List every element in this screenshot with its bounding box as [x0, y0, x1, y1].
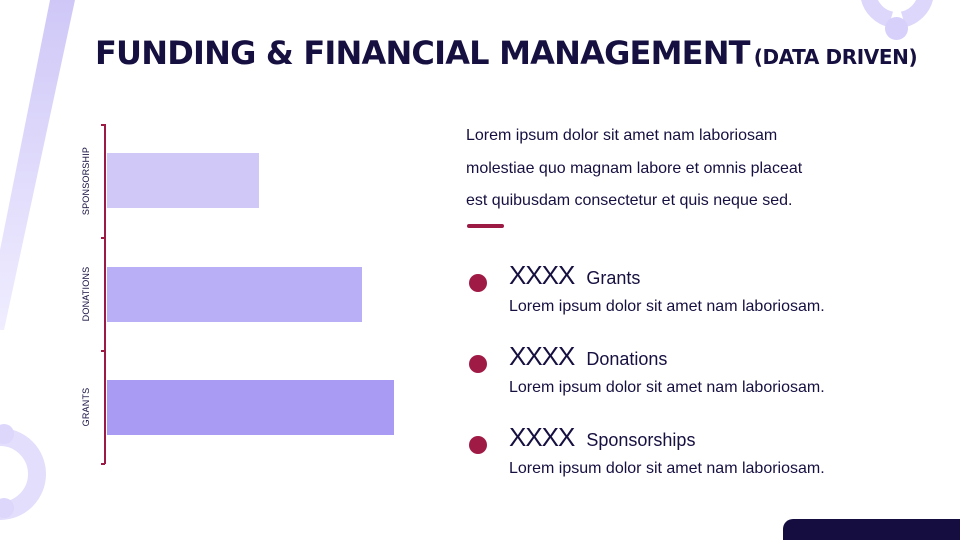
list-item-description: Lorem ipsum dolor sit amet nam laboriosa…	[509, 298, 825, 315]
list-item-heading: XXXX Grants	[509, 260, 640, 291]
bullet-dot-icon	[469, 436, 487, 454]
list-item-value: XXXX	[509, 341, 575, 371]
category-label-donations: DONATIONS	[81, 266, 91, 322]
bar-donations	[107, 267, 362, 322]
intro-paragraph: Lorem ipsum dolor sit amet nam laboriosa…	[466, 120, 886, 218]
page-title-subtitle: (DATA DRIVEN)	[753, 45, 918, 69]
list-item-value: XXXX	[509, 260, 575, 290]
bar-sponsorship	[107, 153, 259, 208]
list-item-label: Sponsorships	[586, 430, 696, 450]
decorative-dot-bottom-left-lower	[0, 498, 14, 518]
chart-axis-tick	[101, 350, 105, 352]
bar-grants	[107, 380, 394, 435]
intro-line: est quibusdam consectetur et quis neque …	[466, 192, 793, 209]
list-item-value: XXXX	[509, 422, 575, 452]
accent-divider	[467, 224, 504, 228]
category-label-grants: GRANTS	[81, 387, 91, 427]
chart-axis-line	[104, 124, 106, 464]
list-item-label: Donations	[586, 349, 668, 369]
category-label-sponsorship: SPONSORSHIP	[81, 146, 91, 216]
intro-line: Lorem ipsum dolor sit amet nam laboriosa…	[466, 127, 778, 144]
bullet-dot-icon	[469, 274, 487, 292]
list-item-description: Lorem ipsum dolor sit amet nam laboriosa…	[509, 379, 825, 396]
bullet-dot-icon	[469, 355, 487, 373]
decorative-dot-bottom-left-upper	[0, 424, 14, 444]
chart-axis-tick	[101, 124, 105, 126]
page-title-main: FUNDING & FINANCIAL MANAGEMENT	[95, 34, 751, 72]
funding-bar-chart: SPONSORSHIP DONATIONS GRANTS	[60, 110, 420, 470]
list-item-heading: XXXX Sponsorships	[509, 422, 695, 453]
decorative-footer-bar	[783, 519, 960, 540]
page-title: FUNDING & FINANCIAL MANAGEMENT (DATA DRIV…	[95, 34, 918, 72]
chart-axis-tick	[101, 463, 105, 465]
list-item-heading: XXXX Donations	[509, 341, 667, 372]
intro-line: molestiae quo magnam labore et omnis pla…	[466, 159, 803, 177]
list-item-label: Grants	[586, 268, 641, 288]
list-item-description: Lorem ipsum dolor sit amet nam laboriosa…	[509, 460, 825, 477]
chart-axis-tick	[101, 237, 105, 239]
decorative-dot-top-right	[885, 17, 908, 40]
